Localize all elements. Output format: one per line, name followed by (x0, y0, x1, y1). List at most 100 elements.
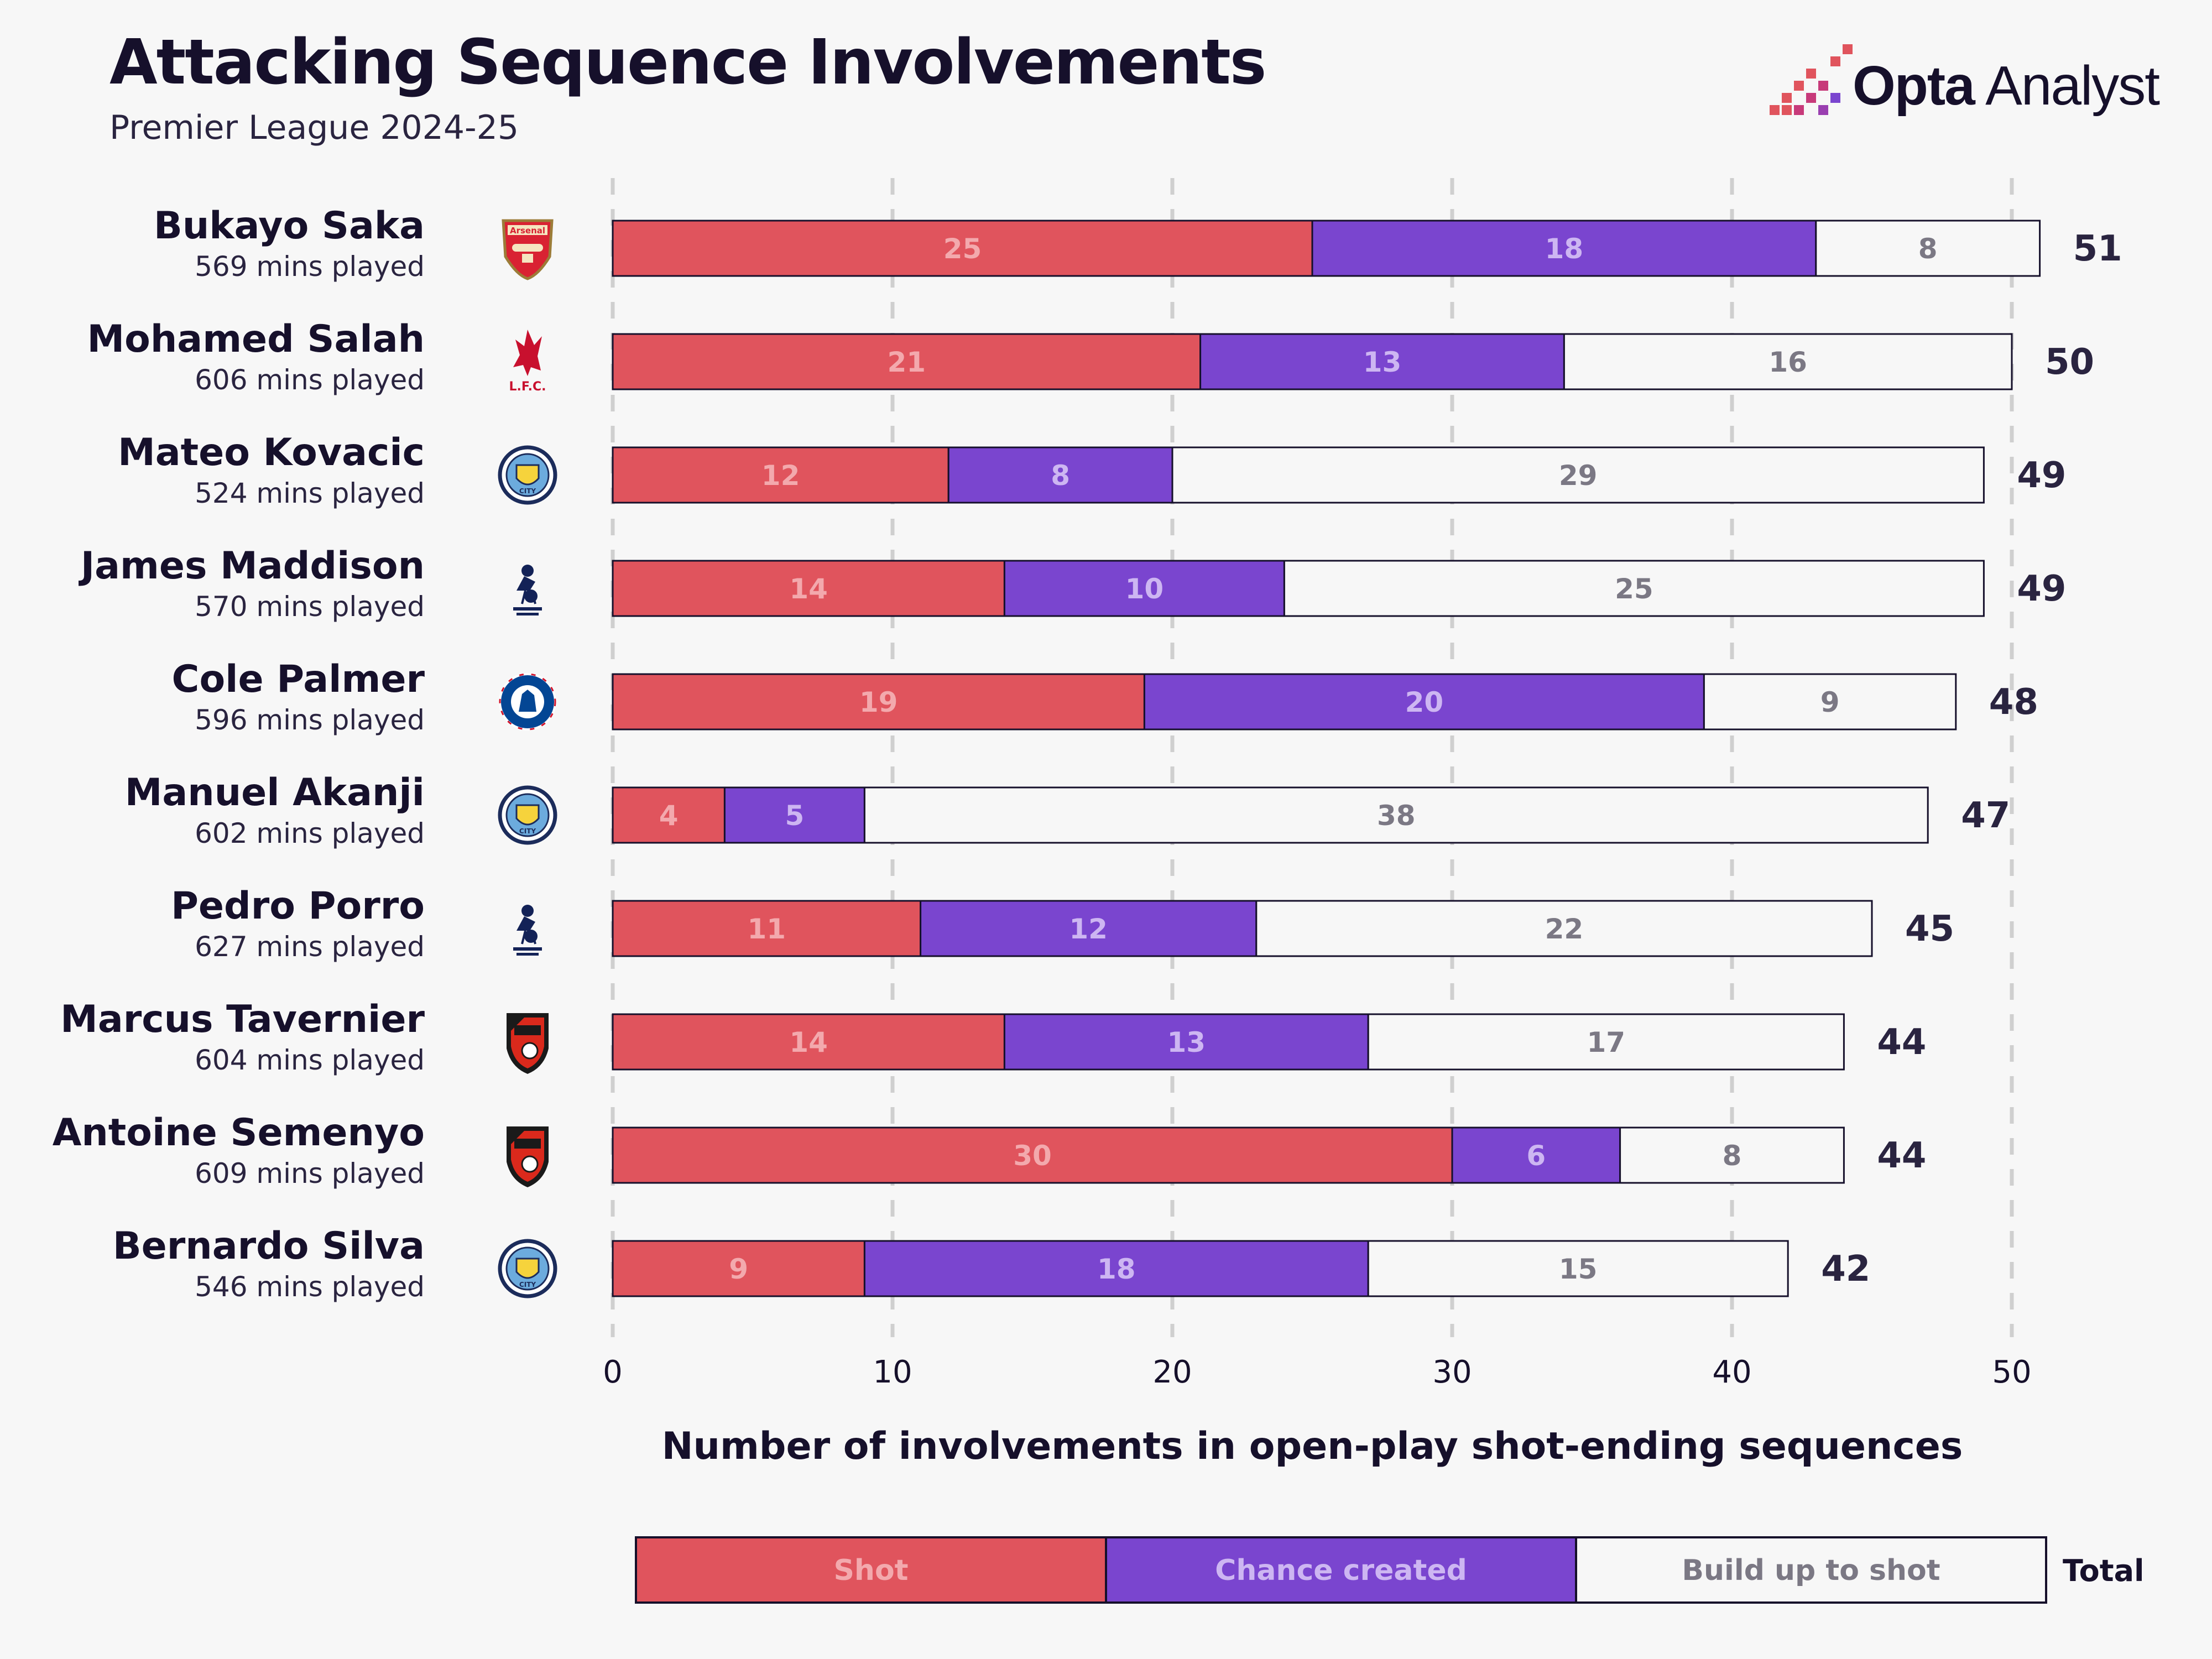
opta-analyst-logo: Opta Analyst (1770, 44, 2160, 122)
bournemouth-badge-icon (507, 1126, 549, 1187)
x-tick-label: 40 (1712, 1354, 1751, 1390)
player-minutes: 546 mins played (195, 1271, 425, 1303)
shot-segment-label: 21 (888, 346, 926, 378)
total-label: 51 (2073, 228, 2122, 269)
opta-pixel-icon (1770, 44, 1853, 115)
badge-text: Arsenal (510, 226, 545, 236)
player-minutes: 596 mins played (195, 704, 425, 736)
build-up-segment-label: 15 (1559, 1253, 1598, 1285)
total-label: 50 (2045, 342, 2094, 383)
badge-text: CITY (519, 487, 536, 495)
chance-created-segment-label: 20 (1405, 686, 1444, 718)
tottenham-badge-icon (513, 905, 542, 956)
shot-segment (612, 900, 922, 957)
build-up-segment (1171, 446, 1985, 504)
total-label: 44 (1877, 1135, 1926, 1176)
player-name: Bukayo Saka (154, 204, 425, 248)
player-name: Cole Palmer (172, 658, 425, 701)
x-tick-label: 50 (1992, 1354, 2031, 1390)
man-city-badge-icon: CITY (498, 445, 557, 505)
shot-segment-label: 14 (789, 573, 828, 605)
total-label: 48 (1989, 682, 2038, 723)
brand-name-light: Analyst (1974, 55, 2160, 117)
x-axis-title: Number of involvements in open-play shot… (662, 1425, 1963, 1468)
x-tick-label: 30 (1432, 1354, 1472, 1390)
player-name: Bernardo Silva (113, 1224, 425, 1268)
chance-created-segment (1003, 1013, 1369, 1071)
brand-name-bold: Opta (1853, 55, 1975, 117)
player-minutes: 569 mins played (195, 251, 425, 283)
chance-created-segment-label: 10 (1125, 573, 1164, 605)
player-name: Manuel Akanji (125, 771, 425, 815)
total-label: 45 (1905, 909, 1954, 950)
shot-segment-label: 14 (789, 1026, 828, 1058)
build-up-segment-label: 29 (1559, 460, 1598, 492)
build-up-segment-label: 8 (1723, 1140, 1742, 1172)
total-label: 44 (1877, 1022, 1926, 1063)
shot-segment-label: 9 (729, 1253, 748, 1285)
x-tick-label: 20 (1152, 1354, 1192, 1390)
build-up-segment (1367, 1013, 1845, 1071)
player-minutes: 524 mins played (195, 477, 425, 509)
player-name: Pedro Porro (171, 884, 425, 928)
legend-swatch-chance-created (1105, 1536, 1577, 1604)
build-up-segment (1815, 220, 2041, 277)
arsenal-badge-icon: Arsenal (502, 219, 554, 280)
build-up-segment-label: 17 (1587, 1026, 1626, 1058)
tottenham-badge-icon (513, 565, 542, 615)
build-up-segment (1367, 1240, 1789, 1297)
shot-segment-label: 19 (859, 686, 898, 718)
shot-segment (612, 220, 1313, 277)
chance-created-segment (1311, 220, 1817, 277)
chance-created-segment-label: 12 (1069, 913, 1108, 945)
shot-segment-label: 25 (943, 233, 982, 265)
man-city-badge-icon: CITY (498, 1239, 557, 1298)
total-label: 47 (1961, 795, 2010, 836)
shot-segment-label: 12 (761, 460, 800, 492)
shot-segment-label: 11 (748, 913, 786, 945)
build-up-segment (1563, 333, 2013, 390)
build-up-segment (1619, 1126, 1845, 1184)
total-label: 49 (2017, 455, 2066, 496)
shot-segment (612, 333, 1202, 390)
player-name: James Maddison (79, 544, 425, 588)
chart-subtitle: Premier League 2024-25 (109, 108, 519, 147)
total-label: 42 (1821, 1249, 1870, 1290)
player-minutes: 627 mins played (195, 931, 425, 963)
player-minutes: 604 mins played (195, 1044, 425, 1076)
build-up-segment (1255, 900, 1873, 957)
chelsea-badge-icon (499, 673, 556, 731)
x-tick-label: 10 (873, 1354, 912, 1390)
chance-created-segment (920, 900, 1258, 957)
legend-label: Shot (833, 1554, 908, 1587)
chance-created-segment-label: 5 (785, 800, 805, 832)
shot-segment-label: 30 (1013, 1140, 1052, 1172)
chance-created-segment (1143, 673, 1705, 731)
badge-text: CITY (519, 1281, 536, 1288)
player-minutes: 609 mins played (195, 1157, 425, 1190)
x-tick-label: 0 (603, 1354, 623, 1390)
chance-created-segment-label: 6 (1526, 1140, 1546, 1172)
x-axis: 0 10 20 30 40 50 Number of involvements in ope… (603, 1354, 2031, 1468)
build-up-segment-label: 25 (1615, 573, 1653, 605)
build-up-segment-label: 22 (1545, 913, 1584, 945)
chance-created-segment-label: 13 (1167, 1026, 1206, 1058)
build-up-segment (1283, 560, 1985, 617)
chart-title: Attacking Sequence Involvements (109, 27, 1266, 98)
build-up-segment (1703, 673, 1957, 731)
build-up-segment-label: 38 (1377, 800, 1416, 832)
player-minutes: 606 mins played (195, 364, 425, 396)
man-city-badge-icon: CITY (498, 785, 557, 845)
legend-swatch-build-up (1575, 1536, 2047, 1604)
player-minutes: 602 mins played (195, 817, 425, 849)
total-label: 49 (2017, 568, 2066, 609)
player-name: Antoine Semenyo (53, 1111, 425, 1155)
legend-swatch-shot (635, 1536, 1107, 1604)
player-name: Mohamed Salah (87, 317, 425, 361)
player-name: Marcus Tavernier (60, 998, 425, 1041)
legend-label: Chance created (1215, 1554, 1467, 1587)
badge-text: CITY (519, 827, 536, 835)
legend-total-label: Total (2063, 1553, 2145, 1588)
shot-segment-label: 4 (659, 800, 679, 832)
